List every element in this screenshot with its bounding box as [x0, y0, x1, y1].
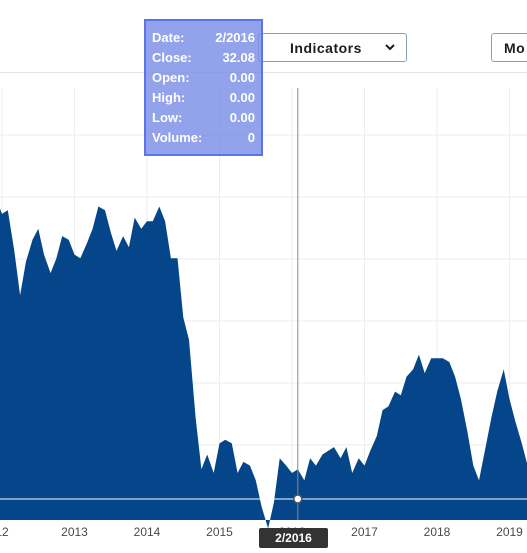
chevron-down-icon: [385, 44, 395, 51]
tooltip-date-key: Date:: [152, 30, 185, 45]
tooltip-row-close: Close: 32.08: [152, 50, 255, 68]
tooltip-volume-key: Volume:: [152, 130, 203, 145]
tooltip-close-key: Close:: [152, 50, 192, 65]
x-tick-label: 2018: [424, 525, 451, 539]
crosshair-marker: [293, 494, 303, 504]
indicators-label: Indicators: [290, 40, 362, 56]
tooltip-row-high: High: 0.00: [152, 90, 255, 108]
tooltip-open-key: Open:: [152, 70, 190, 85]
tooltip-low-value: 0.00: [229, 110, 255, 125]
tooltip-date-value: 2/2016: [215, 30, 255, 45]
tooltip-low-key: Low:: [152, 110, 183, 125]
x-tick-label: 2014: [134, 525, 161, 539]
data-tooltip: Date: 2/2016 Close: 32.08 Open: 0.00 Hig…: [144, 19, 263, 156]
crosshair-date-label: 2/2016: [259, 528, 328, 548]
x-tick-label: 2015: [206, 525, 233, 539]
more-button[interactable]: Mo: [491, 33, 527, 62]
price-area-series: [0, 206, 527, 529]
tooltip-row-low: Low: 0.00: [152, 110, 255, 128]
x-tick-label: 2013: [61, 525, 88, 539]
tooltip-row-volume: Volume: 0: [152, 130, 255, 148]
tooltip-close-value: 32.08: [222, 50, 255, 65]
x-tick-label: 12: [0, 525, 9, 539]
x-tick-label: 2017: [351, 525, 378, 539]
x-axis-labels: 122013201420152016201720182019: [0, 525, 523, 539]
tooltip-row-open: Open: 0.00: [152, 70, 255, 88]
x-tick-label: 2019: [496, 525, 523, 539]
indicators-dropdown[interactable]: Indicators: [258, 33, 407, 62]
tooltip-high-key: High:: [152, 90, 186, 105]
tooltip-row-date: Date: 2/2016: [152, 30, 255, 48]
tooltip-open-value: 0.00: [229, 70, 255, 85]
tooltip-high-value: 0.00: [229, 90, 255, 105]
toolbar-divider: [0, 72, 527, 73]
tooltip-volume-value: 0: [247, 130, 255, 145]
more-label: Mo: [504, 40, 526, 56]
